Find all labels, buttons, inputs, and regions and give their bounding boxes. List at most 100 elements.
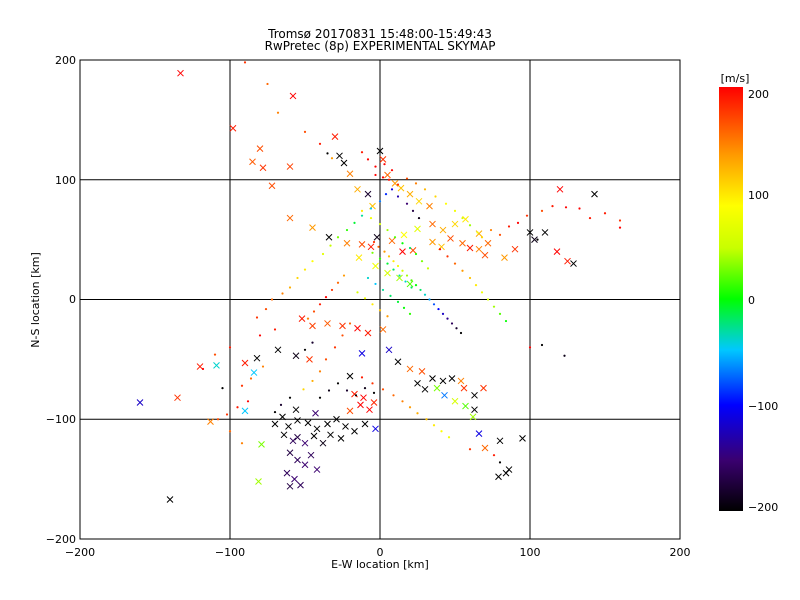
data-point-dot	[377, 245, 380, 248]
data-point-dot	[498, 233, 502, 236]
data-point-dot	[279, 403, 283, 406]
data-point-cross	[358, 241, 366, 248]
data-point-cross	[484, 239, 492, 247]
data-point-dot	[345, 228, 349, 232]
data-point-dot	[447, 436, 451, 439]
data-point-dot	[333, 346, 337, 349]
data-point-cross	[346, 170, 354, 178]
data-point-dot	[221, 387, 224, 390]
data-point-dot	[371, 382, 374, 385]
data-point-dot	[390, 169, 394, 172]
x-tick-label: 100	[520, 546, 541, 559]
data-point-cross	[388, 237, 396, 245]
data-point-cross	[439, 377, 447, 385]
data-point-dot	[363, 387, 367, 390]
data-point-cross	[340, 159, 348, 167]
data-point-dot	[378, 200, 382, 203]
data-point-dot	[243, 61, 247, 64]
data-point-cross	[384, 269, 391, 277]
data-point-dot	[453, 262, 457, 265]
data-point-dot	[228, 430, 232, 433]
data-point-cross	[501, 254, 508, 261]
data-point-dot	[446, 317, 449, 320]
data-point-cross	[354, 185, 361, 193]
data-point-cross	[213, 362, 220, 369]
data-point-cross	[342, 423, 349, 430]
data-point-cross	[357, 401, 364, 409]
data-point-dot	[426, 267, 430, 270]
data-point-cross	[481, 251, 489, 259]
data-point-dot	[410, 279, 413, 282]
data-point-cross	[294, 456, 301, 464]
data-point-dot	[423, 188, 427, 191]
data-point-cross	[502, 469, 510, 477]
data-point-dot	[414, 252, 418, 256]
grid	[80, 60, 680, 539]
data-point-dot	[236, 406, 239, 409]
data-point-cross	[426, 202, 433, 210]
data-point-dot	[246, 400, 250, 403]
data-point-cross	[370, 399, 378, 406]
data-point-cross	[511, 245, 519, 253]
data-point-dot	[330, 288, 334, 292]
data-point-dot	[417, 216, 421, 220]
colorbar: [m/s] −200 −100 0 100 200	[719, 72, 778, 514]
data-point-dot	[389, 294, 392, 298]
data-point-dot	[329, 244, 332, 247]
data-point-dot	[348, 322, 352, 325]
data-point-cross	[268, 182, 276, 190]
data-point-cross	[310, 432, 318, 440]
data-point-cross	[274, 346, 282, 354]
data-point-dot	[455, 327, 458, 330]
data-point-dot	[393, 236, 397, 239]
data-point-dot	[387, 178, 391, 181]
data-point-dot	[318, 396, 322, 399]
data-point-dot	[386, 262, 389, 265]
data-point-dot	[432, 303, 436, 306]
data-point-dot	[540, 343, 544, 347]
data-point-dot	[330, 157, 334, 160]
data-point-dot	[498, 312, 502, 315]
data-point-dot	[528, 346, 532, 349]
data-point-cross	[475, 430, 483, 437]
colorbar-tick-label: 200	[748, 88, 769, 101]
data-point-dot	[311, 341, 314, 344]
data-point-dot	[372, 391, 376, 395]
data-point-dot	[428, 298, 431, 301]
data-point-cross	[291, 475, 298, 483]
data-point-cross	[364, 190, 372, 198]
data-point-cross	[397, 184, 405, 192]
data-point-cross	[429, 220, 436, 228]
data-point-cross	[253, 354, 261, 362]
data-point-cross	[327, 431, 334, 439]
data-point-cross	[385, 346, 393, 354]
data-point-dot	[378, 309, 382, 312]
data-point-cross	[207, 418, 214, 425]
data-point-cross	[553, 248, 561, 255]
data-point-cross	[366, 406, 373, 414]
data-point-cross	[336, 152, 343, 160]
data-point-dot	[240, 384, 244, 387]
data-point-dot	[411, 209, 415, 212]
data-point-dot	[374, 165, 377, 168]
data-point-cross	[294, 433, 301, 441]
data-point-cross	[457, 377, 465, 385]
data-point-dot	[536, 238, 539, 241]
data-point-dot	[438, 248, 442, 251]
data-point-cross	[346, 407, 354, 415]
data-point-cross	[394, 358, 402, 366]
data-point-dot	[588, 216, 592, 220]
data-point-cross	[459, 239, 466, 247]
data-point-dot	[474, 284, 478, 287]
data-point-cross	[324, 320, 331, 327]
data-point-cross	[319, 439, 327, 447]
data-point-dot	[405, 202, 409, 205]
data-point-dot	[270, 298, 274, 301]
data-point-dot	[468, 224, 472, 227]
data-point-dot	[341, 334, 344, 337]
data-point-dot	[459, 331, 463, 335]
data-point-dot	[383, 250, 386, 253]
data-point-dot	[468, 276, 472, 280]
data-point-dot	[504, 319, 508, 323]
data-point-dot	[255, 316, 259, 319]
